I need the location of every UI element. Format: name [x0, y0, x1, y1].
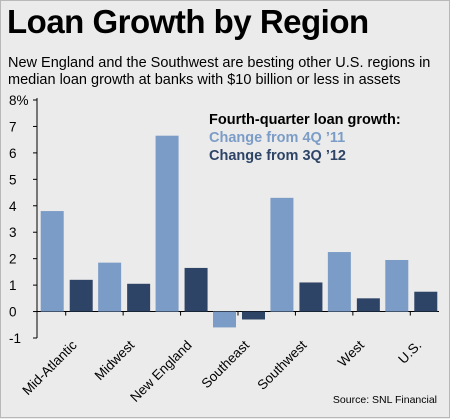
bar-change-3q12 [299, 282, 323, 312]
x-tick-label: U.S. [395, 338, 424, 367]
source-note: Source: SNL Financial [332, 394, 437, 406]
bar-change-4q11 [213, 311, 236, 328]
y-tick-label: 4 [9, 199, 17, 214]
bar-change-3q12 [414, 291, 438, 312]
chart-subtitle: New England and the Southwest are bestin… [8, 55, 431, 88]
bar-change-4q11 [98, 262, 122, 312]
y-tick-label: 2 [9, 252, 17, 267]
legend-item: Change from 3Q ’12 [209, 148, 346, 164]
y-tick-label: 5 [9, 172, 17, 187]
chart-axes: -1 0 1 2 3 4 5 6 7 8% [9, 93, 439, 346]
legend: Fourth-quarter loan growth: Change from 4… [209, 112, 401, 164]
bar-change-3q12 [356, 298, 380, 312]
legend-title: Fourth-quarter loan growth: [209, 112, 401, 128]
x-tick-label: Southwest [254, 337, 309, 392]
y-tick-label: 3 [9, 225, 17, 240]
x-tick-label: Midwest [92, 337, 138, 383]
bar-change-4q11 [40, 211, 64, 312]
y-tick-label: 1 [9, 278, 17, 293]
y-tick-label: 8% [9, 93, 29, 108]
bar-change-3q12 [184, 267, 208, 312]
legend-item: Change from 4Q ’11 [209, 130, 345, 146]
bar-change-3q12 [127, 283, 151, 312]
bar-change-4q11 [385, 259, 409, 312]
x-tick-label: West [335, 337, 367, 369]
y-tick-label: 7 [9, 119, 17, 134]
chart-title: Loan Growth by Region [7, 3, 369, 40]
bar-change-4q11 [270, 197, 294, 312]
chart-bars [40, 135, 438, 328]
bar-change-4q11 [327, 252, 351, 312]
bar-change-3q12 [69, 279, 93, 312]
y-tick-label: -1 [9, 331, 21, 346]
x-tick-label: Mid-Atlantic [19, 337, 80, 398]
bar-change-4q11 [155, 135, 179, 312]
bar-change-3q12 [242, 311, 265, 320]
y-tick-label: 0 [9, 305, 17, 320]
x-tick-label: Southeast [199, 337, 253, 391]
y-tick-label: 6 [9, 146, 17, 161]
x-tick-label: New England [127, 338, 194, 405]
